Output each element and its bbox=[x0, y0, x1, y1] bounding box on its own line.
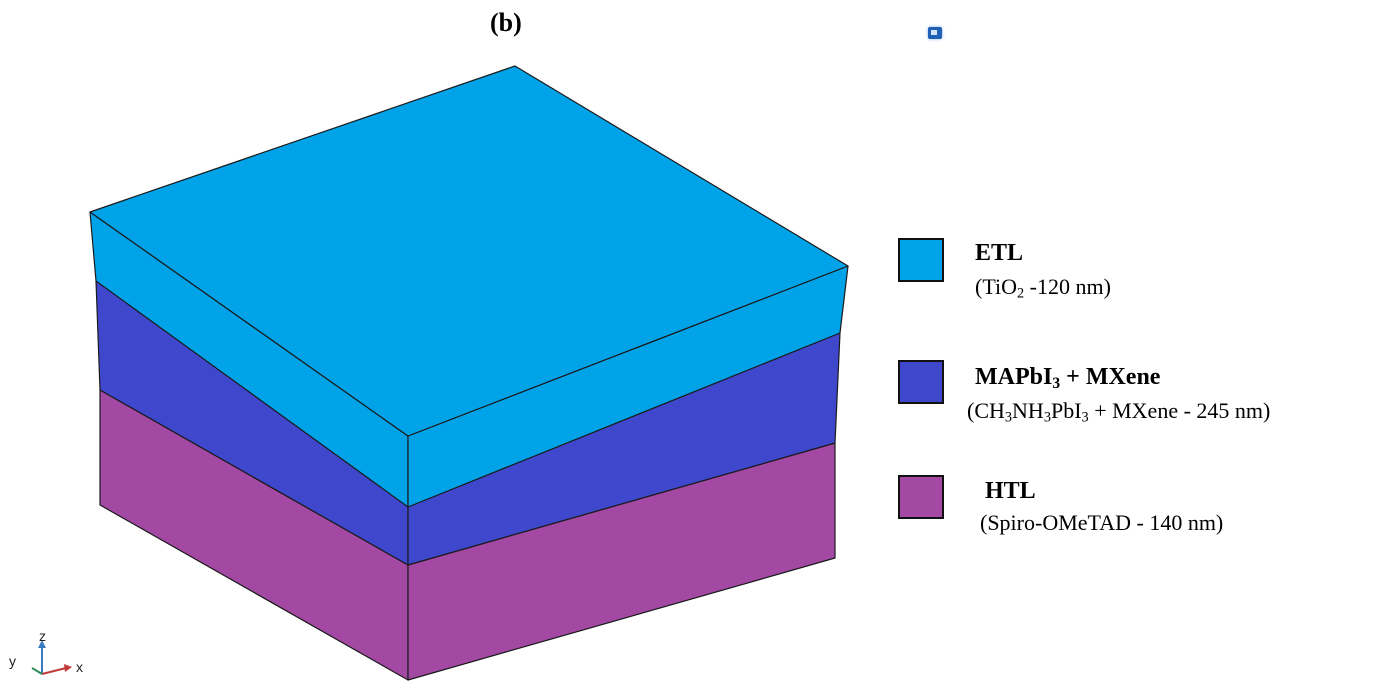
legend-swatch-htl bbox=[898, 475, 944, 519]
axis-triad: z y x bbox=[9, 630, 83, 675]
panel-label: (b) bbox=[490, 8, 522, 37]
legend-title-etl: ETL bbox=[975, 240, 1024, 266]
y-axis-line bbox=[31, 667, 43, 675]
x-axis-line bbox=[41, 667, 67, 675]
x-axis-arrow bbox=[64, 664, 72, 672]
legend-subtitle-htl: (Spiro-OMeTAD - 140 nm) bbox=[980, 510, 1224, 535]
etl-top-face bbox=[89, 65, 849, 437]
y-axis-label: y bbox=[9, 653, 16, 669]
legend-title-htl: HTL bbox=[985, 478, 1036, 504]
z-axis-label: z bbox=[39, 630, 46, 644]
legend-swatch-mxene bbox=[898, 360, 944, 404]
x-axis-label: x bbox=[76, 659, 83, 675]
legend-subtitle-mxene: (CH3NH3PbI3 + MXene - 245 nm) bbox=[967, 398, 1271, 426]
legend-swatch-etl bbox=[898, 238, 944, 282]
legend-subtitle-etl: (TiO2 -120 nm) bbox=[975, 274, 1111, 302]
window-icon[interactable] bbox=[928, 27, 942, 39]
z-axis-arrow bbox=[38, 640, 46, 648]
legend-title-mxene: MAPbI3 + MXene bbox=[975, 364, 1161, 392]
